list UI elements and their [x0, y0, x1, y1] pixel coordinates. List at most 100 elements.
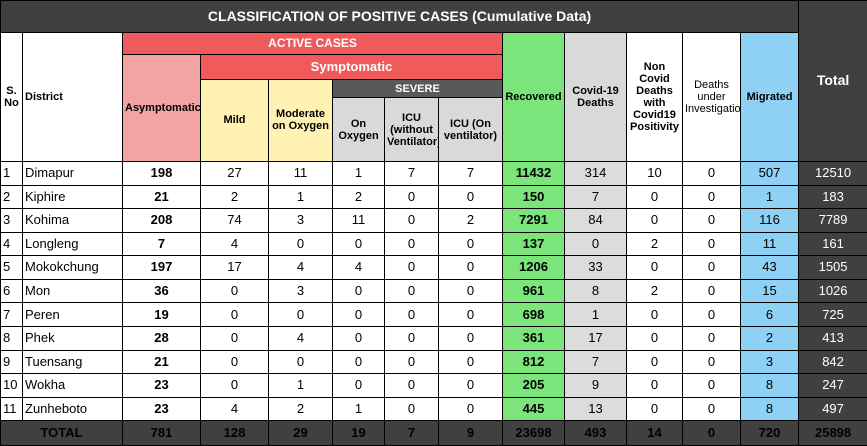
cell-non-covid-deaths: 0	[626, 325, 683, 351]
table-row: 1 Dimapur 198 27 11 1 7 7 11432 314 10 0…	[0, 160, 867, 186]
cell-covid-deaths: 1	[564, 302, 627, 327]
table-row: 3 Kohima 208 74 3 11 0 2 7291 84 0 0 116…	[0, 208, 867, 233]
cell-migrated: 11	[739, 231, 800, 257]
cell-icu-on: 0	[438, 349, 503, 375]
row-sno: 11	[0, 396, 23, 422]
cell-on-oxygen: 11	[332, 208, 385, 233]
table-row: 8 Phek 28 0 4 0 0 0 361 17 0 0 2 413	[0, 325, 867, 351]
cell-covid-deaths: 9	[564, 373, 627, 398]
cell-asymptomatic: 23	[122, 396, 201, 422]
row-sno: 5	[0, 255, 23, 280]
symptomatic-header: Symptomatic	[200, 54, 503, 80]
deaths-investigation-header: Deaths under Investigation	[682, 31, 741, 162]
cell-asymptomatic: 208	[122, 208, 201, 233]
row-district: Phek	[22, 325, 123, 351]
cell-covid-deaths: 7	[564, 349, 627, 375]
totals-row: TOTAL 781 128 29 19 7 9 23698 493 14 0 7…	[0, 420, 867, 446]
cell-migrated: 1	[739, 184, 800, 210]
cell-deaths-investigation: 0	[682, 160, 741, 186]
cell-on-oxygen: 0	[332, 349, 385, 375]
cell-migrated: 116	[739, 208, 800, 233]
cell-icu-on: 0	[438, 373, 503, 398]
cell-total: 497	[798, 396, 867, 422]
total-icu-on: 9	[438, 420, 503, 446]
cell-recovered: 1206	[502, 255, 565, 280]
cell-total: 1505	[798, 255, 867, 280]
cell-non-covid-deaths: 2	[626, 231, 683, 257]
cell-non-covid-deaths: 0	[626, 373, 683, 398]
cell-total: 247	[798, 373, 867, 398]
cell-covid-deaths: 13	[564, 396, 627, 422]
cell-migrated: 507	[739, 160, 800, 186]
cell-deaths-investigation: 0	[682, 231, 741, 257]
row-district: Longleng	[22, 231, 123, 257]
cell-mild: 4	[200, 231, 269, 257]
recovered-header: Recovered	[502, 31, 565, 162]
cell-deaths-investigation: 0	[682, 184, 741, 210]
cell-icu-on: 0	[438, 325, 503, 351]
cell-migrated: 3	[739, 349, 800, 375]
cell-non-covid-deaths: 0	[626, 349, 683, 375]
cell-recovered: 7291	[502, 208, 565, 233]
row-sno: 1	[0, 160, 23, 186]
total-mild: 128	[200, 420, 269, 446]
table-row: 2 Kiphire 21 2 1 2 0 0 150 7 0 0 1 183	[0, 184, 867, 210]
table-row: 7 Peren 19 0 0 0 0 0 698 1 0 0 6 725	[0, 302, 867, 327]
cell-asymptomatic: 21	[122, 349, 201, 375]
cell-icu-on: 0	[438, 255, 503, 280]
total-non-covid-deaths: 14	[626, 420, 683, 446]
cell-migrated: 6	[739, 302, 800, 327]
mild-header: Mild	[200, 78, 269, 162]
cell-recovered: 698	[502, 302, 565, 327]
totals-label: TOTAL	[0, 420, 123, 446]
total-covid-deaths: 493	[564, 420, 627, 446]
sno-header: S. No	[0, 31, 23, 162]
cell-recovered: 137	[502, 231, 565, 257]
cell-icu-without: 7	[384, 160, 439, 186]
cell-non-covid-deaths: 0	[626, 208, 683, 233]
cell-icu-without: 0	[384, 302, 439, 327]
moderate-header: Moderate on Oxygen	[268, 78, 333, 162]
cell-non-covid-deaths: 0	[626, 184, 683, 210]
cell-on-oxygen: 4	[332, 255, 385, 280]
cell-asymptomatic: 28	[122, 325, 201, 351]
row-sno: 6	[0, 278, 23, 304]
total-asymptomatic: 781	[122, 420, 201, 446]
row-district: Kiphire	[22, 184, 123, 210]
covid-deaths-header: Covid-19 Deaths	[564, 31, 627, 162]
cell-migrated: 15	[739, 278, 800, 304]
cell-moderate: 3	[268, 208, 333, 233]
cell-total: 7789	[798, 208, 867, 233]
cell-moderate: 4	[268, 325, 333, 351]
cell-migrated: 43	[739, 255, 800, 280]
cell-total: 725	[798, 302, 867, 327]
row-sno: 10	[0, 373, 23, 398]
cell-icu-without: 0	[384, 373, 439, 398]
cell-covid-deaths: 314	[564, 160, 627, 186]
icu-without-ventilator-header: ICU (without Ventilator)	[384, 97, 439, 162]
table-row: 11 Zunheboto 23 4 2 1 0 0 445 13 0 0 8 4…	[0, 396, 867, 422]
cell-covid-deaths: 8	[564, 278, 627, 304]
table-row: 10 Wokha 23 0 1 0 0 0 205 9 0 0 8 247	[0, 373, 867, 398]
cell-asymptomatic: 19	[122, 302, 201, 327]
table-row: 6 Mon 36 0 3 0 0 0 961 8 2 0 15 1026	[0, 278, 867, 304]
icu-on-ventilator-header: ICU (On ventilator)	[438, 97, 503, 162]
row-sno: 2	[0, 184, 23, 210]
row-district: Dimapur	[22, 160, 123, 186]
row-sno: 7	[0, 302, 23, 327]
cell-on-oxygen: 2	[332, 184, 385, 210]
total-header: Total	[798, 0, 867, 162]
cell-deaths-investigation: 0	[682, 325, 741, 351]
severe-header: SEVERE	[332, 78, 503, 99]
cell-icu-on: 0	[438, 278, 503, 304]
cell-deaths-investigation: 0	[682, 278, 741, 304]
cell-total: 12510	[798, 160, 867, 186]
cell-asymptomatic: 36	[122, 278, 201, 304]
cell-recovered: 812	[502, 349, 565, 375]
total-recovered: 23698	[502, 420, 565, 446]
cell-on-oxygen: 0	[332, 373, 385, 398]
cell-icu-on: 2	[438, 208, 503, 233]
cell-icu-without: 0	[384, 255, 439, 280]
cell-non-covid-deaths: 2	[626, 278, 683, 304]
